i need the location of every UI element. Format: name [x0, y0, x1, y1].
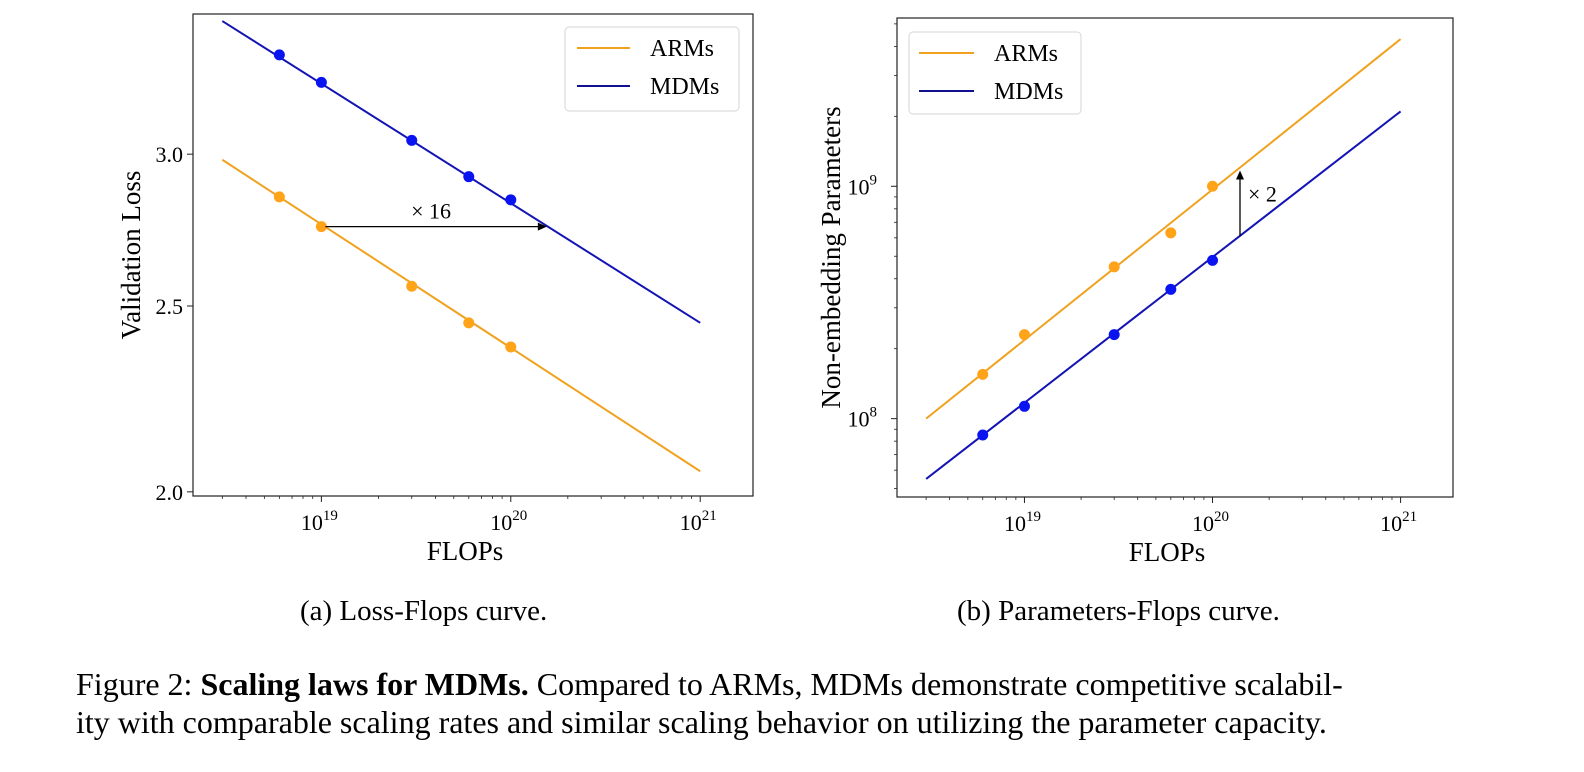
- series-mdms: [925, 110, 1402, 480]
- data-point-mdms: [1207, 254, 1219, 266]
- subcaption-b: (b) Parameters-Flops curve.: [957, 595, 1280, 627]
- caption-line-2: ity with comparable scaling rates and si…: [76, 704, 1327, 740]
- data-point-mdms: [406, 134, 418, 146]
- y-tick-label: 109: [848, 172, 878, 199]
- data-point-arms: [977, 368, 989, 380]
- caption-label: Figure 2:: [76, 666, 193, 702]
- annotation-arrowhead: [1236, 170, 1245, 180]
- loss-flops-chart: 1019 1020 1021 2.0 2.5 3.0 FLOPs Validation Los…: [116, 13, 754, 566]
- legend-a: ARMs MDMs: [564, 26, 740, 112]
- legend-label-mdms: MDMs: [994, 79, 1063, 105]
- data-point-mdms: [315, 76, 327, 88]
- y-axis-label: Validation Loss: [116, 171, 146, 340]
- series-arms: [221, 158, 701, 473]
- data-point-mdms: [1018, 400, 1030, 412]
- legend-label-arms: ARMs: [994, 41, 1058, 67]
- plot-area-a: 1019 1020 1021 2.0 2.5 3.0 FLOPs Validation Los…: [116, 13, 754, 566]
- fit-line-mdms: [925, 110, 1402, 480]
- legend-label-mdms: MDMs: [650, 74, 719, 100]
- annotation-b: × 2: [1236, 170, 1277, 237]
- data-point-mdms: [1108, 329, 1120, 341]
- y-tick-label: 3.0: [156, 142, 184, 167]
- data-point-mdms: [1165, 283, 1177, 295]
- x-tick-label: 1020: [490, 508, 527, 535]
- x-tick-label: 1019: [301, 508, 338, 535]
- x-tick-label: 1020: [1192, 509, 1229, 536]
- subcaption-a: (a) Loss-Flops curve.: [300, 595, 548, 627]
- y-tick-label: 108: [848, 405, 878, 432]
- caption-bold-title: Scaling laws for MDMs.: [200, 666, 529, 702]
- data-point-arms: [463, 317, 475, 329]
- annotation-arrowhead: [537, 222, 547, 231]
- x-axis-label: FLOPs: [1129, 537, 1206, 567]
- y-axis-label: Non-embedding Parameters: [816, 106, 846, 408]
- series-mdms: [221, 20, 701, 324]
- data-point-mdms: [463, 171, 475, 183]
- legend-label-arms: ARMs: [650, 36, 714, 62]
- annotation-a: × 16: [325, 199, 547, 231]
- data-point-arms: [406, 280, 418, 292]
- caption-text-1: Compared to ARMs, MDMs demonstrate compe…: [536, 666, 1343, 702]
- data-point-arms: [315, 221, 327, 233]
- x-tick-label: 1021: [680, 508, 717, 535]
- annotation-label: × 2: [1248, 181, 1277, 206]
- data-point-mdms: [977, 429, 989, 441]
- x-axis-label: FLOPs: [427, 536, 504, 566]
- y-tick-label: 2.0: [156, 480, 184, 505]
- x-tick-label: 1019: [1004, 509, 1041, 536]
- y-tick-label: 2.5: [156, 294, 184, 319]
- figure-caption: Figure 2: Scaling laws for MDMs. Compare…: [76, 665, 1516, 741]
- x-tick-label: 1021: [1380, 509, 1417, 536]
- annotation-label: × 16: [411, 199, 451, 224]
- data-point-arms: [1018, 329, 1030, 341]
- plot-area-b: 1019 1020 1021 108 109 FLOPs Non-embedding Par…: [816, 17, 1454, 567]
- fit-line-arms: [221, 158, 701, 473]
- data-point-arms: [1207, 180, 1219, 192]
- data-point-arms: [1108, 261, 1120, 273]
- fit-line-mdms: [221, 20, 701, 324]
- data-point-mdms: [505, 194, 517, 206]
- plot-frame: [896, 17, 1454, 498]
- series-arms: [925, 38, 1402, 420]
- plot-frame: [192, 13, 754, 497]
- data-point-arms: [505, 341, 517, 353]
- legend-b: ARMs MDMs: [908, 31, 1082, 115]
- data-point-arms: [1165, 227, 1177, 239]
- params-flops-chart: 1019 1020 1021 108 109 FLOPs Non-embedding Par…: [816, 17, 1454, 567]
- fit-line-arms: [925, 38, 1402, 420]
- caption-line-1: Figure 2: Scaling laws for MDMs. Compare…: [76, 665, 1516, 703]
- data-point-mdms: [273, 49, 285, 61]
- data-point-arms: [273, 191, 285, 203]
